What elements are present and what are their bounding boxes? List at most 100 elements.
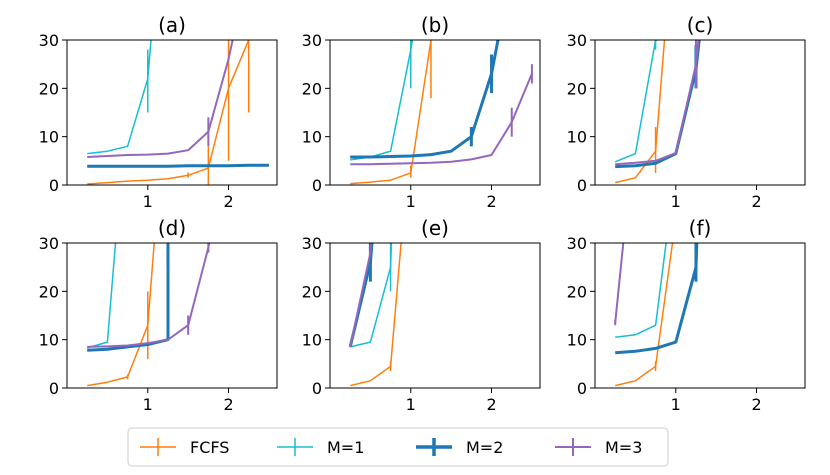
x-tick-label: 1 <box>406 395 416 414</box>
plot-area <box>350 40 533 185</box>
y-tick-label: 0 <box>577 176 587 195</box>
x-tick-label: 2 <box>223 192 233 211</box>
series-line <box>350 243 402 387</box>
plot-area <box>86 243 211 387</box>
series-m3 <box>615 40 700 166</box>
panel-title: (b) <box>421 13 449 37</box>
legend: FCFS M=1 M=2 M=3 <box>127 427 669 467</box>
panel-a: (a) 0 10 20 30 1 2 <box>39 13 278 211</box>
panel-title: (c) <box>687 13 714 37</box>
series-line <box>87 243 170 352</box>
panel-e: (e) 0 10 20 30 1 2 <box>302 216 541 414</box>
x-tick-label: 2 <box>751 192 761 211</box>
y-tick-label: 20 <box>39 282 59 301</box>
legend-label: M=3 <box>605 438 642 457</box>
legend-entry-fcfs: FCFS <box>140 438 229 457</box>
axes-frame <box>329 39 541 186</box>
y-tick-label: 20 <box>302 79 322 98</box>
series-line <box>87 40 250 185</box>
panel-c: (c) 0 10 20 30 1 2 <box>567 13 806 211</box>
series-line <box>350 40 432 185</box>
series-line <box>349 243 373 348</box>
series-m3 <box>614 243 625 326</box>
series-line <box>87 40 234 158</box>
series-m1 <box>87 40 152 155</box>
legend-entry-m3: M=3 <box>555 438 642 457</box>
y-tick-label: 20 <box>39 79 59 98</box>
series-line <box>350 40 414 161</box>
y-tick-label: 20 <box>567 282 587 301</box>
y-tick-label: 0 <box>49 176 59 195</box>
axes-frame <box>594 39 806 186</box>
y-tick-label: 10 <box>39 128 59 147</box>
series-line <box>86 243 117 349</box>
axes-frame <box>329 242 541 389</box>
series-line <box>614 243 625 323</box>
plot-area <box>348 243 402 387</box>
legend-box <box>127 427 669 467</box>
x-tick-label: 1 <box>406 192 416 211</box>
legend-entry-m1: M=1 <box>277 438 364 457</box>
series-fcfs <box>350 40 432 185</box>
legend-label: M=2 <box>466 438 503 457</box>
series-m1 <box>614 40 659 163</box>
x-tick-label: 2 <box>751 395 761 414</box>
y-tick-label: 0 <box>312 379 322 398</box>
series-m1 <box>350 40 414 161</box>
x-tick-label: 2 <box>223 395 233 414</box>
y-tick-label: 0 <box>49 379 59 398</box>
series-m3 <box>350 64 533 166</box>
series-line <box>615 243 674 387</box>
y-tick-label: 30 <box>567 31 587 50</box>
panel-title: (a) <box>158 13 186 37</box>
y-tick-label: 10 <box>567 128 587 147</box>
x-tick-label: 1 <box>143 192 153 211</box>
series-m3 <box>87 243 211 348</box>
series-m3 <box>349 243 373 348</box>
x-tick-label: 2 <box>486 395 496 414</box>
y-tick-label: 10 <box>39 331 59 350</box>
series-line <box>87 243 155 387</box>
axes-frame <box>594 242 806 389</box>
x-tick-label: 1 <box>143 395 153 414</box>
y-tick-label: 20 <box>302 282 322 301</box>
series-line <box>350 73 533 166</box>
legend-label: FCFS <box>190 438 229 457</box>
y-tick-label: 10 <box>302 128 322 147</box>
series-line <box>87 163 269 168</box>
y-tick-label: 0 <box>312 176 322 195</box>
y-tick-label: 10 <box>302 331 322 350</box>
y-tick-label: 30 <box>39 31 59 50</box>
plot-area <box>614 40 701 184</box>
series-m3 <box>87 40 234 158</box>
panel-title: (d) <box>158 216 186 240</box>
y-tick-label: 30 <box>567 234 587 253</box>
series-fcfs <box>87 243 155 387</box>
y-tick-label: 20 <box>567 79 587 98</box>
series-line <box>350 40 500 159</box>
y-tick-label: 10 <box>567 331 587 350</box>
x-tick-label: 1 <box>671 192 681 211</box>
legend-label: M=1 <box>327 438 364 457</box>
axes-frame <box>66 242 278 389</box>
x-tick-label: 1 <box>671 395 681 414</box>
panel-d: (d) 0 10 20 30 1 2 <box>39 216 278 414</box>
plot-area <box>87 40 269 185</box>
y-tick-label: 0 <box>577 379 587 398</box>
series-m1 <box>86 243 117 349</box>
panel-title: (e) <box>421 216 449 240</box>
series-fcfs <box>87 40 250 185</box>
series-line <box>615 243 667 339</box>
series-m2 <box>350 40 500 159</box>
series-m2 <box>615 243 699 355</box>
plot-area <box>614 243 699 387</box>
y-tick-label: 30 <box>302 234 322 253</box>
panel-title: (f) <box>689 216 712 240</box>
series-line <box>87 40 152 155</box>
series-line <box>614 40 658 163</box>
series-line <box>87 243 211 348</box>
x-tick-label: 2 <box>486 192 496 211</box>
series-m2 <box>87 163 269 168</box>
